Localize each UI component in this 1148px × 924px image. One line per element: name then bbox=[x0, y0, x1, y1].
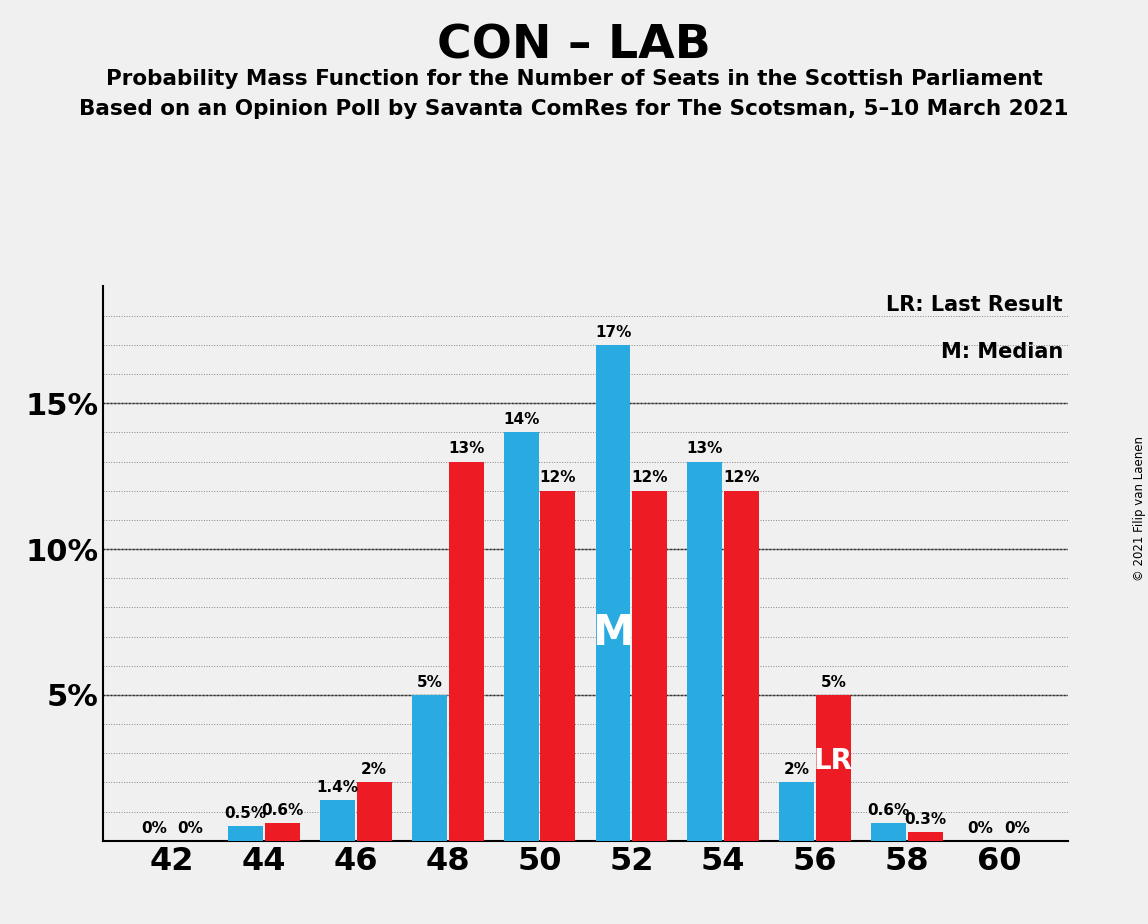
Bar bbox=[320, 800, 355, 841]
Bar bbox=[265, 823, 300, 841]
Bar bbox=[357, 783, 391, 841]
Text: 5%: 5% bbox=[417, 675, 442, 689]
Bar bbox=[449, 461, 483, 841]
Text: M: Median: M: Median bbox=[940, 342, 1063, 362]
Bar bbox=[871, 823, 906, 841]
Bar bbox=[779, 783, 814, 841]
Text: 0%: 0% bbox=[1004, 821, 1030, 835]
Text: 14%: 14% bbox=[503, 412, 540, 427]
Bar bbox=[724, 491, 759, 841]
Text: LR: LR bbox=[814, 747, 853, 774]
Text: 2%: 2% bbox=[784, 762, 809, 777]
Bar bbox=[633, 491, 667, 841]
Text: 12%: 12% bbox=[540, 470, 576, 485]
Bar bbox=[228, 826, 263, 841]
Text: 0.5%: 0.5% bbox=[225, 806, 266, 821]
Text: 1.4%: 1.4% bbox=[317, 780, 358, 795]
Text: M: M bbox=[592, 612, 634, 653]
Bar bbox=[541, 491, 575, 841]
Text: 0.6%: 0.6% bbox=[868, 803, 909, 818]
Text: 17%: 17% bbox=[595, 324, 631, 339]
Text: 0.3%: 0.3% bbox=[905, 812, 946, 827]
Text: 12%: 12% bbox=[631, 470, 668, 485]
Text: 13%: 13% bbox=[687, 442, 723, 456]
Text: 5%: 5% bbox=[821, 675, 846, 689]
Text: Based on an Opinion Poll by Savanta ComRes for The Scotsman, 5–10 March 2021: Based on an Opinion Poll by Savanta ComR… bbox=[79, 99, 1069, 119]
Bar bbox=[688, 461, 722, 841]
Text: 13%: 13% bbox=[448, 442, 484, 456]
Text: 0%: 0% bbox=[178, 821, 203, 835]
Bar bbox=[504, 432, 538, 841]
Text: 0%: 0% bbox=[968, 821, 993, 835]
Text: 0.6%: 0.6% bbox=[262, 803, 303, 818]
Text: LR: Last Result: LR: Last Result bbox=[886, 295, 1063, 315]
Bar bbox=[908, 833, 943, 841]
Text: 2%: 2% bbox=[362, 762, 387, 777]
Text: CON – LAB: CON – LAB bbox=[437, 23, 711, 68]
Text: Probability Mass Function for the Number of Seats in the Scottish Parliament: Probability Mass Function for the Number… bbox=[106, 69, 1042, 90]
Bar bbox=[596, 345, 630, 841]
Text: 0%: 0% bbox=[141, 821, 166, 835]
Text: 12%: 12% bbox=[723, 470, 760, 485]
Text: © 2021 Filip van Laenen: © 2021 Filip van Laenen bbox=[1133, 436, 1147, 580]
Bar bbox=[412, 695, 447, 841]
Bar bbox=[816, 695, 851, 841]
